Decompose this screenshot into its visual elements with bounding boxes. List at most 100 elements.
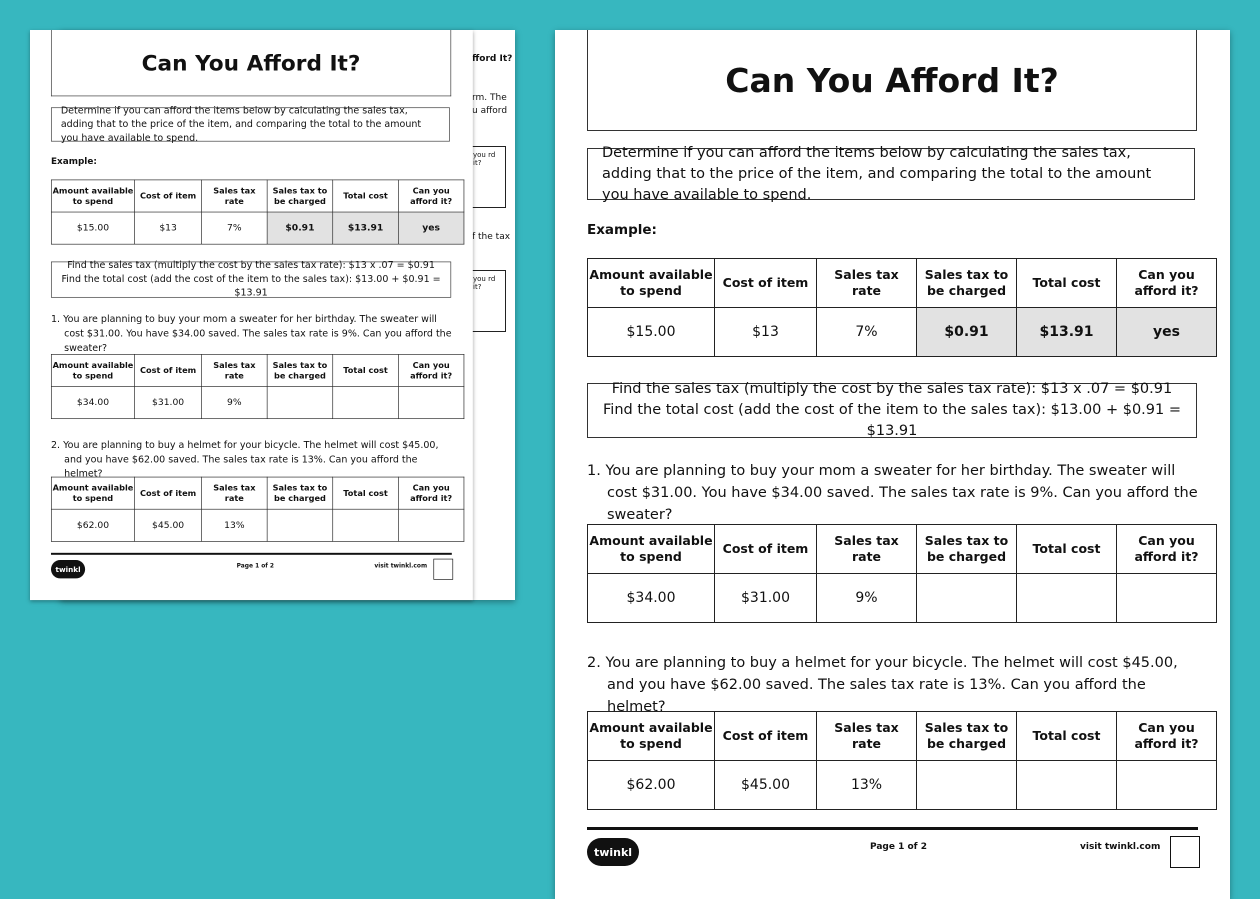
table-cell: $62.00 xyxy=(50,508,135,542)
table-cell[interactable] xyxy=(266,386,334,420)
table-header: Cost of item xyxy=(714,524,817,574)
table-cell: 13% xyxy=(201,508,268,542)
table-header: Sales tax rate xyxy=(816,524,917,574)
question-2: 2. You are planning to buy a helmet for … xyxy=(50,440,439,480)
worksheet-table: Amount available to spend Cost of item Sal… xyxy=(50,354,465,420)
table-header: Amount available to spend xyxy=(50,476,135,510)
example-label: Example: xyxy=(587,222,657,238)
table-header: Sales tax to be charged xyxy=(266,476,334,510)
formula-line: Find the sales tax (multiply the cost by… xyxy=(67,260,435,271)
back-page-fragment: f the tax xyxy=(472,232,511,242)
back-page-fragment: u afford xyxy=(472,106,508,116)
table-cell[interactable] xyxy=(398,386,465,420)
table-cell: $34.00 xyxy=(587,573,715,623)
table-header: Total cost xyxy=(332,354,399,387)
table-header: Can you afford it? xyxy=(398,476,465,510)
table-cell: 13% xyxy=(816,760,917,810)
table-header: Cost of item xyxy=(134,354,202,387)
back-page-fragment: fford It? xyxy=(472,54,513,64)
table-cell: $45.00 xyxy=(714,760,817,810)
formula-line: Find the total cost (add the cost of the… xyxy=(61,274,441,299)
formula-box: Find the sales tax (multiply the cost by… xyxy=(50,260,452,299)
table-header-row: Amount available to spend Cost of item Sal… xyxy=(587,711,1217,761)
table-header: Sales tax rate xyxy=(201,476,268,510)
table-cell: 7% xyxy=(816,307,917,357)
page-title: Can You Afford It? xyxy=(587,30,1197,131)
table-header: Can you afford it? xyxy=(398,179,465,213)
table-cell[interactable] xyxy=(398,508,465,542)
table-cell: $62.00 xyxy=(587,760,715,810)
table-header-row: Amount available to spend Cost of item Sal… xyxy=(587,258,1217,308)
table-header: Amount available to spend xyxy=(587,711,715,761)
table-cell: $13.91 xyxy=(1016,307,1117,357)
table-row: $62.00 $45.00 13% xyxy=(50,508,465,542)
table-header: Total cost xyxy=(1016,524,1117,574)
worksheet-table: Amount available to spend Cost of item Sal… xyxy=(50,476,465,542)
badge-icon xyxy=(1170,836,1200,868)
worksheet-table: Amount available to spend Cost of item Sal… xyxy=(587,258,1217,357)
table-cell: yes xyxy=(398,211,465,245)
back-page-fragment: rm. The xyxy=(472,93,507,103)
formula-line: Find the total cost (add the cost of the… xyxy=(603,402,1181,439)
table-row: $62.00 $45.00 13% xyxy=(587,760,1217,810)
table-header: Amount available to spend xyxy=(587,524,715,574)
badge-icon xyxy=(433,558,454,580)
table-header: Sales tax to be charged xyxy=(266,354,334,387)
back-page-table: you rd it? xyxy=(470,146,506,208)
table-header: Sales tax rate xyxy=(816,258,917,308)
table-cell: $13 xyxy=(134,211,202,245)
instructions-box: Determine if you can afford the items be… xyxy=(587,145,1195,203)
table-header: Sales tax to be charged xyxy=(916,711,1017,761)
table-cell: $13 xyxy=(714,307,817,357)
table-cell[interactable] xyxy=(332,508,399,542)
table-row: $34.00 $31.00 9% xyxy=(587,573,1217,623)
table-cell[interactable] xyxy=(1016,573,1117,623)
table-header: Sales tax rate xyxy=(816,711,917,761)
table-header: Cost of item xyxy=(134,179,202,213)
table-cell[interactable] xyxy=(1016,760,1117,810)
formula-box: Find the sales tax (multiply the cost by… xyxy=(587,381,1197,439)
table-cell[interactable] xyxy=(916,760,1017,810)
footer-link[interactable]: visit twinkl.com xyxy=(374,562,428,570)
table-cell: 7% xyxy=(201,211,268,245)
table-cell[interactable] xyxy=(916,573,1017,623)
table-cell: $15.00 xyxy=(50,211,135,245)
table-header: Cost of item xyxy=(714,711,817,761)
table-cell: 9% xyxy=(201,386,268,420)
table-cell: $15.00 xyxy=(587,307,715,357)
footer-link[interactable]: visit twinkl.com xyxy=(1080,842,1161,852)
worksheet-page-zoomed: Can You Afford It? Determine if you can a… xyxy=(555,30,1230,899)
table-header: Amount available to spend xyxy=(50,179,135,213)
table-cell[interactable] xyxy=(1116,760,1217,810)
table-cell[interactable] xyxy=(332,386,399,420)
page-number: Page 1 of 2 xyxy=(870,842,927,852)
worksheet-table: Amount available to spend Cost of item Sal… xyxy=(50,179,465,245)
table-header: Sales tax to be charged xyxy=(266,179,334,213)
twinkl-logo: twinkl xyxy=(50,560,86,579)
table-cell: $31.00 xyxy=(134,386,202,420)
formula-line: Find the sales tax (multiply the cost by… xyxy=(611,381,1173,397)
table-cell[interactable] xyxy=(1116,573,1217,623)
table-header-row: Amount available to spend Cost of item Sal… xyxy=(50,354,465,387)
table-header: Sales tax to be charged xyxy=(916,524,1017,574)
instructions-text: Determine if you can afford the items be… xyxy=(602,144,1152,203)
example-label: Example: xyxy=(50,155,97,167)
instructions-text: Determine if you can afford the items be… xyxy=(60,105,422,144)
worksheet-page-thumbnail: Can You Afford It? Determine if you can a… xyxy=(30,30,473,601)
back-page-table: you rd it? xyxy=(470,270,506,332)
table-header: Total cost xyxy=(1016,711,1117,761)
page-title: Can You Afford It? xyxy=(50,30,452,97)
table-header-row: Amount available to spend Cost of item Sal… xyxy=(50,476,465,510)
table-header-row: Amount available to spend Cost of item Sal… xyxy=(50,179,465,213)
table-row: $15.00 $13 7% $0.91 $13.91 yes xyxy=(587,307,1217,357)
table-header: Amount available to spend xyxy=(50,354,135,387)
table-header: Total cost xyxy=(1016,258,1117,308)
instructions-box: Determine if you can afford the items be… xyxy=(50,105,450,143)
question-2: 2. You are planning to buy a helmet for … xyxy=(587,655,1178,715)
table-cell[interactable] xyxy=(266,508,334,542)
table-cell: $0.91 xyxy=(916,307,1017,357)
question-1: 1. You are planning to buy your mom a sw… xyxy=(587,463,1198,523)
table-cell: $34.00 xyxy=(50,386,135,420)
table-header: Cost of item xyxy=(714,258,817,308)
table-header: Total cost xyxy=(332,179,399,213)
